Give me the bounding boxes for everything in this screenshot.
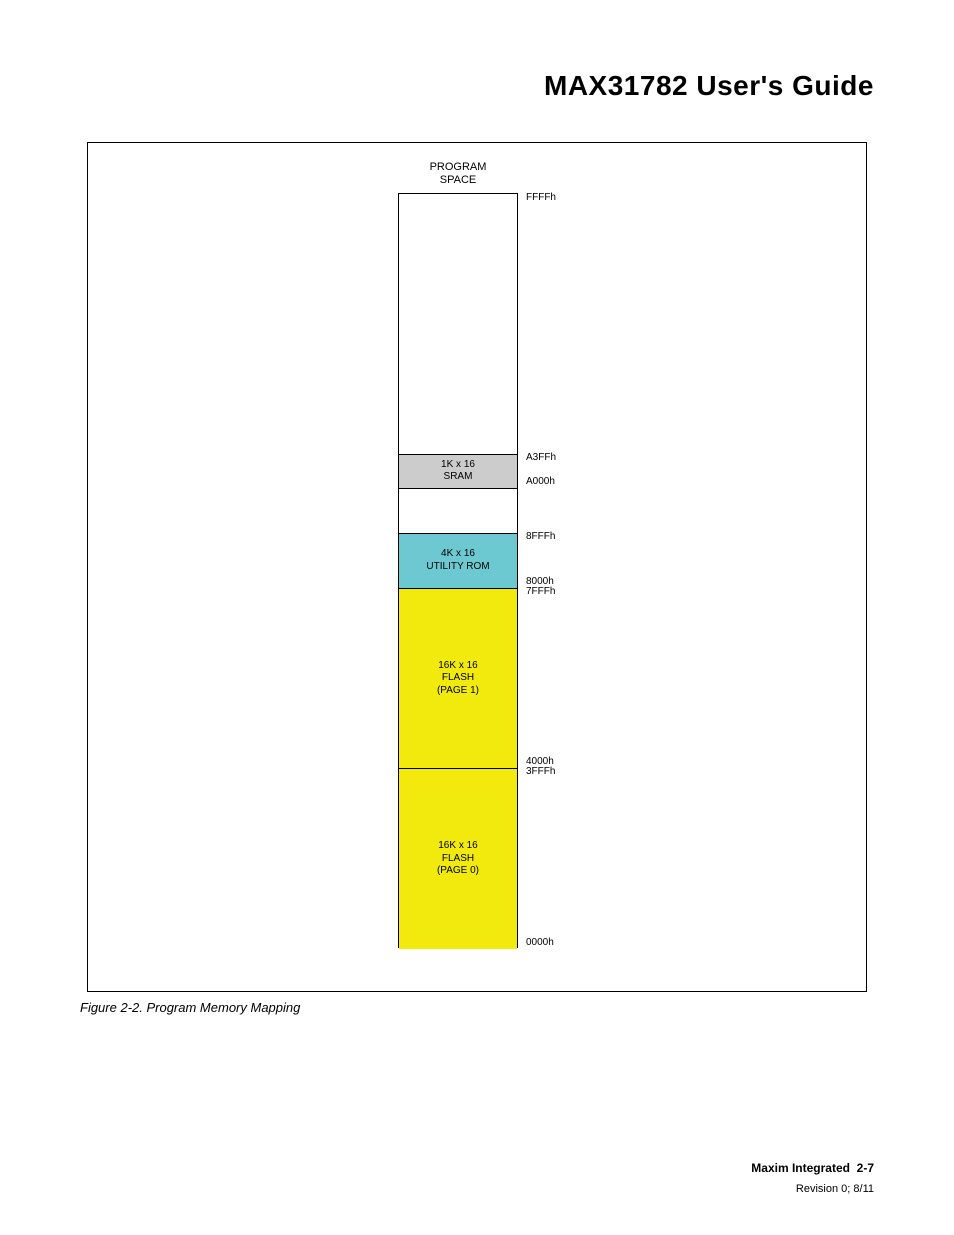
- memory-block: [399, 488, 517, 533]
- memory-block: 4K x 16 UTILITY ROM: [399, 533, 517, 588]
- memory-block-label: 16K x 16 FLASH (PAGE 1): [437, 660, 479, 698]
- figure-box: PROGRAM SPACE 1K x 16 SRAM 4K x 16 UTILITY…: [87, 142, 867, 992]
- page-footer: Maxim Integrated 2-7 Revision 0; 8/11: [751, 1161, 874, 1195]
- footer-pagenum: 2-7: [857, 1161, 874, 1175]
- column-title: PROGRAM SPACE: [398, 161, 518, 187]
- address-label: 0000h: [526, 937, 554, 948]
- memory-block: 16K x 16 FLASH (PAGE 1): [399, 588, 517, 769]
- address-label: 8FFFh: [526, 531, 555, 542]
- memory-block-label: 16K x 16 FLASH (PAGE 0): [437, 840, 479, 878]
- footer-revision: Revision 0; 8/11: [751, 1183, 874, 1195]
- figure-caption: Figure 2-2. Program Memory Mapping: [80, 1000, 874, 1015]
- memory-block-label: 1K x 16 SRAM: [441, 459, 475, 484]
- address-label: 7FFFh: [526, 586, 555, 597]
- footer-brand: Maxim Integrated: [751, 1161, 850, 1175]
- memory-block: [399, 194, 517, 454]
- address-label: A000h: [526, 476, 555, 487]
- memory-block: 1K x 16 SRAM: [399, 454, 517, 488]
- memory-block-label: 4K x 16 UTILITY ROM: [426, 548, 489, 573]
- memory-column: 1K x 16 SRAM 4K x 16 UTILITY ROM 16K x 16 …: [398, 193, 518, 948]
- address-label: 3FFFh: [526, 766, 555, 777]
- address-label: FFFFh: [526, 192, 556, 203]
- memory-block: 16K x 16 FLASH (PAGE 0): [399, 768, 517, 949]
- address-label: A3FFh: [526, 452, 556, 463]
- page-title: MAX31782 User's Guide: [80, 70, 874, 102]
